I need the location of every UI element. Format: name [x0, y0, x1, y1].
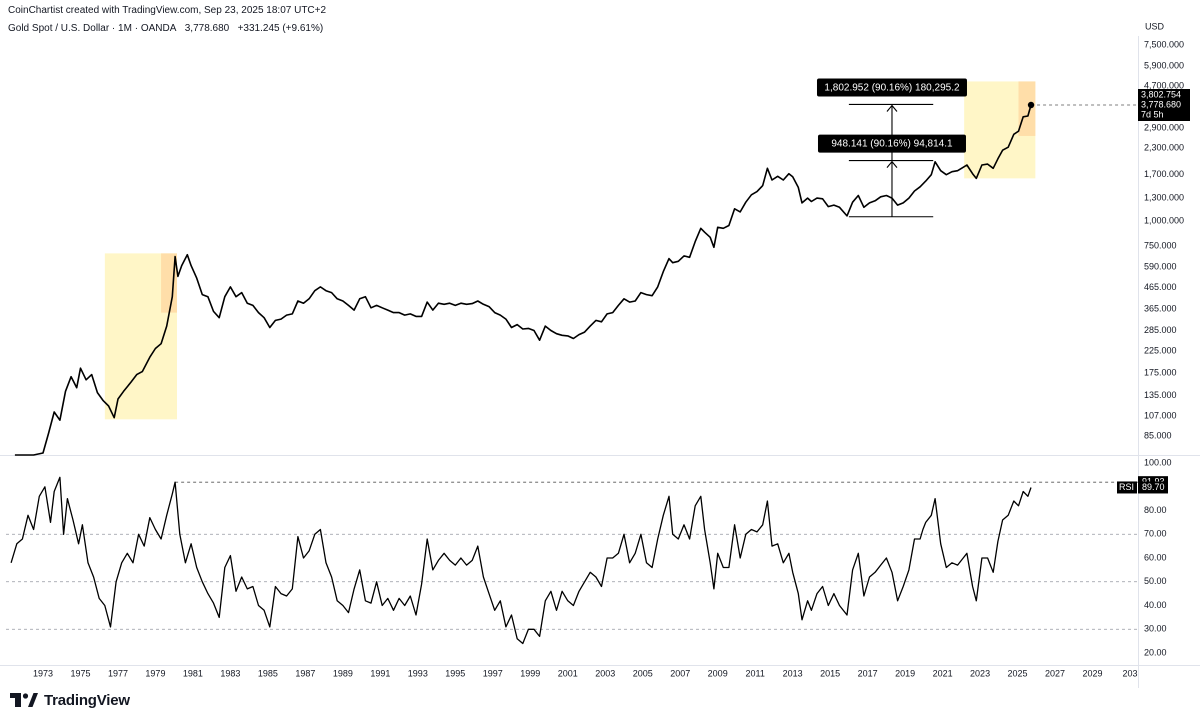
price-tick-label: 1,700.000 [1144, 169, 1184, 179]
measure-arrowhead-2 [886, 104, 898, 112]
price-tick-label: 590.000 [1144, 261, 1177, 271]
last-price-value: 3,778.680 [184, 23, 230, 34]
time-tick-label: 1981 [183, 668, 203, 678]
time-tick-label: 2029 [1083, 668, 1103, 678]
time-tick-label: 2009 [708, 668, 728, 678]
rsi-tick-label: 50.00 [1144, 576, 1167, 586]
rsi-tick-label: 20.00 [1144, 647, 1167, 657]
time-tick-label: 1973 [33, 668, 53, 678]
price-change-value: +331.245 (+9.61%) [237, 23, 324, 34]
time-tick-label: 1983 [220, 668, 240, 678]
time-tick-label: 1987 [295, 668, 315, 678]
price-tick-label: 465.000 [1144, 282, 1177, 292]
price-tick-label: 4,700.000 [1144, 80, 1184, 90]
rsi-tick-label: 80.00 [1144, 505, 1167, 515]
measure-label-1-bg [817, 134, 966, 153]
tradingview-logo[interactable]: TradingView [10, 690, 130, 710]
measure-arrowhead-1 [886, 160, 898, 168]
rsi-tick-label: 30.00 [1144, 624, 1167, 634]
time-tick-label: 2023 [970, 668, 990, 678]
price-badge-last: 3,778.680 [1141, 99, 1181, 109]
time-tick-label: 1979 [145, 668, 165, 678]
measure-label-2: 1,802.952 (90.16%) 180,295.2 [824, 83, 960, 94]
time-tick-label: 1993 [408, 668, 428, 678]
price-badge-bg [1138, 89, 1190, 121]
price-tick-label: 225.000 [1144, 346, 1177, 356]
time-tick-label: 2001 [558, 668, 578, 678]
tradingview-logo-icon [10, 693, 38, 707]
price-badge-countdown: 7d 5h [1141, 109, 1164, 119]
rsi-tick-label: 100.00 [1144, 457, 1172, 467]
rsi-tick-label: 70.00 [1144, 529, 1167, 539]
price-tick-label: 2,300.000 [1144, 143, 1184, 153]
price-tick-label: 285.000 [1144, 325, 1177, 335]
rsi-last-badge-bg [1138, 481, 1168, 494]
highlight-zone-strong-2 [1018, 81, 1036, 136]
time-tick-label: 1977 [108, 668, 128, 678]
price-tick-label: 107.000 [1144, 410, 1177, 420]
rsi-last-badge: 89.70 [1142, 482, 1165, 492]
time-tick-label: 2011 [745, 668, 764, 678]
rsi-name-badge-bg [1117, 481, 1137, 494]
time-tick-label: 2005 [633, 668, 653, 678]
time-tick-label: 1985 [258, 668, 278, 678]
last-price-dot [1027, 101, 1035, 109]
time-tick-label: 203 [1122, 668, 1137, 678]
time-tick-label: 2025 [1008, 668, 1028, 678]
price-tick-label: 1,000.000 [1144, 215, 1184, 225]
price-tick-label: 175.000 [1144, 367, 1177, 377]
rsi-line[interactable] [10, 476, 1032, 645]
price-axis-currency: USD [1145, 21, 1165, 31]
time-tick-label: 2007 [670, 668, 690, 678]
price-tick-label: 85.000 [1144, 430, 1172, 440]
measure-label-1: 948.141 (90.16%) 94,814.1 [831, 139, 953, 150]
time-tick-label: 1991 [370, 668, 390, 678]
rsi-tick-label: 60.00 [1144, 552, 1167, 562]
price-tick-label: 1,300.000 [1144, 192, 1184, 202]
time-tick-label: 2013 [783, 668, 803, 678]
price-tick-label: 135.000 [1144, 390, 1177, 400]
price-badge-high: 3,802.754 [1141, 89, 1181, 99]
symbol-name[interactable]: Gold Spot / U.S. Dollar · 1M · OANDA [8, 23, 177, 34]
rsi-tick-label: 40.00 [1144, 600, 1167, 610]
time-tick-label: 1997 [483, 668, 503, 678]
price-tick-label: 7,500.000 [1144, 40, 1184, 50]
time-tick-label: 2021 [933, 668, 953, 678]
price-tick-label: 2,900.000 [1144, 122, 1184, 132]
time-tick-label: 2017 [858, 668, 878, 678]
highlight-zone-strong-1 [161, 253, 178, 313]
symbol-legend: Gold Spot / U.S. Dollar · 1M · OANDA 3,7… [8, 23, 323, 34]
time-tick-label: 1975 [70, 668, 90, 678]
time-tick-label: 2027 [1045, 668, 1065, 678]
measure-label-2-bg [816, 78, 967, 97]
time-tick-label: 1989 [333, 668, 353, 678]
price-tick-label: 365.000 [1144, 303, 1177, 313]
time-tick-label: 1995 [445, 668, 465, 678]
attribution-text: CoinChartist created with TradingView.co… [8, 5, 327, 16]
time-tick-label: 2003 [595, 668, 615, 678]
price-tick-label: 5,900.000 [1144, 60, 1184, 70]
time-tick-label: 2019 [895, 668, 915, 678]
time-tick-label: 2015 [820, 668, 840, 678]
tradingview-logo-text: TradingView [44, 691, 130, 709]
time-tick-label: 1999 [520, 668, 540, 678]
price-tick-label: 750.000 [1144, 240, 1177, 250]
rsi-name-badge: RSI [1119, 482, 1134, 492]
price-line[interactable] [14, 104, 1032, 456]
